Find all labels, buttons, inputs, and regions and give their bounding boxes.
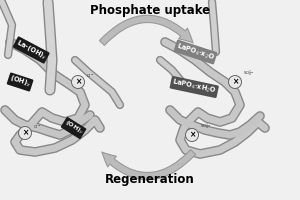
Text: ×: × [22,129,28,138]
Text: La-(OH)$_x$: La-(OH)$_x$ [14,38,48,62]
Text: Cl$^-$: Cl$^-$ [33,123,42,130]
Text: Regeneration: Regeneration [105,173,195,186]
Text: Cl$^-$: Cl$^-$ [86,72,95,79]
Text: ×: × [232,77,238,86]
Circle shape [185,129,199,142]
Text: SO$_4^{2-}$: SO$_4^{2-}$ [243,69,255,79]
Text: ×: × [189,130,195,140]
Text: SO$_4^{2-}$: SO$_4^{2-}$ [200,122,212,132]
Text: ×: × [75,77,81,86]
Circle shape [19,127,32,140]
Text: (OH)$_x$: (OH)$_x$ [8,74,32,90]
FancyArrowPatch shape [99,15,193,45]
Text: (OH)$_y$: (OH)$_y$ [62,118,85,138]
FancyArrowPatch shape [102,150,196,180]
Circle shape [71,75,85,88]
Circle shape [229,75,242,88]
Text: LaPO$_4$·x$_2$O: LaPO$_4$·x$_2$O [175,41,216,63]
Text: Phosphate uptake: Phosphate uptake [90,4,210,17]
Text: LaPO$_4$·xH$_2$O: LaPO$_4$·xH$_2$O [171,77,217,97]
